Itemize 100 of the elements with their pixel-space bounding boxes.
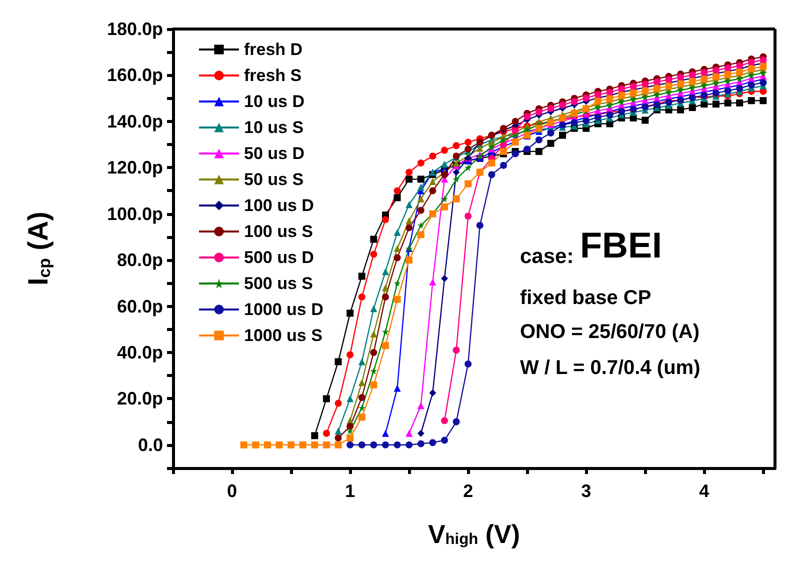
- x-tick-label: 1: [345, 481, 356, 501]
- point: [500, 162, 508, 169]
- point: [406, 168, 413, 176]
- point: [630, 96, 637, 103]
- point: [358, 272, 366, 280]
- x-tick-label: 0: [227, 481, 238, 501]
- point: [358, 379, 366, 386]
- point: [406, 201, 413, 208]
- point: [748, 81, 755, 88]
- point: [406, 430, 413, 437]
- point: [346, 428, 354, 435]
- legend-label: fresh D: [244, 40, 303, 59]
- annotation: FBEI: [580, 224, 662, 266]
- point: [760, 69, 767, 76]
- point: [547, 104, 554, 112]
- point: [394, 280, 401, 287]
- legend-label: 100 us D: [244, 196, 314, 215]
- point: [358, 358, 366, 366]
- point: [382, 328, 389, 336]
- legend-label: 50 us D: [244, 144, 304, 163]
- point: [452, 346, 460, 354]
- point: [382, 430, 389, 437]
- point: [712, 90, 720, 96]
- point: [464, 138, 472, 146]
- point: [488, 171, 496, 178]
- point: [417, 231, 424, 238]
- point: [440, 146, 448, 154]
- point: [606, 111, 614, 118]
- point: [394, 194, 401, 202]
- point: [452, 195, 460, 202]
- point: [724, 77, 732, 84]
- point: [382, 342, 389, 350]
- point: [394, 296, 401, 303]
- point: [417, 402, 424, 410]
- point: [464, 180, 472, 188]
- point: [406, 176, 413, 183]
- point: [452, 168, 460, 176]
- point: [440, 436, 448, 444]
- point: [665, 82, 672, 90]
- point: [688, 84, 696, 92]
- point: [334, 434, 342, 442]
- y-tick-label: 0.0: [138, 434, 163, 455]
- point: [322, 430, 330, 437]
- point: [382, 268, 389, 276]
- point: [606, 102, 614, 109]
- point: [394, 254, 401, 262]
- point: [440, 195, 448, 202]
- annotation: ONO = 25/60/70 (A): [520, 321, 700, 343]
- point: [394, 228, 401, 236]
- point: [429, 178, 436, 185]
- point: [724, 64, 732, 72]
- point: [299, 441, 306, 448]
- point: [618, 92, 626, 99]
- legend-label: 100 us S: [244, 222, 313, 241]
- y-tick-label: 160.0p: [106, 65, 163, 86]
- point: [677, 74, 684, 81]
- point: [440, 275, 448, 282]
- point: [688, 78, 696, 85]
- point: [736, 62, 744, 70]
- point: [370, 367, 378, 374]
- point: [512, 118, 519, 125]
- y-tick-label: 60.0p: [116, 296, 163, 316]
- point: [535, 136, 542, 144]
- point: [394, 384, 401, 392]
- point: [440, 160, 448, 168]
- point: [677, 80, 684, 88]
- point: [594, 114, 602, 121]
- point: [417, 184, 424, 191]
- point: [252, 441, 260, 448]
- point: [724, 87, 732, 94]
- y-tick-label: 180.0p: [106, 19, 163, 39]
- point: [582, 94, 590, 102]
- point: [394, 187, 401, 194]
- point: [712, 73, 720, 80]
- point: [429, 439, 436, 446]
- point: [760, 97, 767, 104]
- point: [500, 148, 508, 155]
- point: [464, 360, 472, 368]
- point: [417, 195, 424, 202]
- point: [464, 212, 472, 220]
- point: [488, 160, 496, 167]
- point: [370, 236, 378, 243]
- point: [417, 206, 424, 214]
- point: [382, 284, 389, 292]
- legend-label: 50 us S: [244, 170, 304, 189]
- point: [653, 84, 660, 92]
- point: [512, 150, 519, 158]
- point: [642, 87, 649, 94]
- annotation: case:: [520, 245, 574, 268]
- point: [417, 176, 424, 183]
- point: [547, 140, 554, 147]
- point: [240, 441, 248, 448]
- point: [594, 98, 602, 105]
- point: [606, 88, 614, 96]
- point: [700, 76, 708, 83]
- point: [748, 65, 755, 72]
- point: [346, 395, 354, 402]
- point: [276, 441, 283, 448]
- point: [394, 441, 401, 448]
- point: [440, 203, 448, 210]
